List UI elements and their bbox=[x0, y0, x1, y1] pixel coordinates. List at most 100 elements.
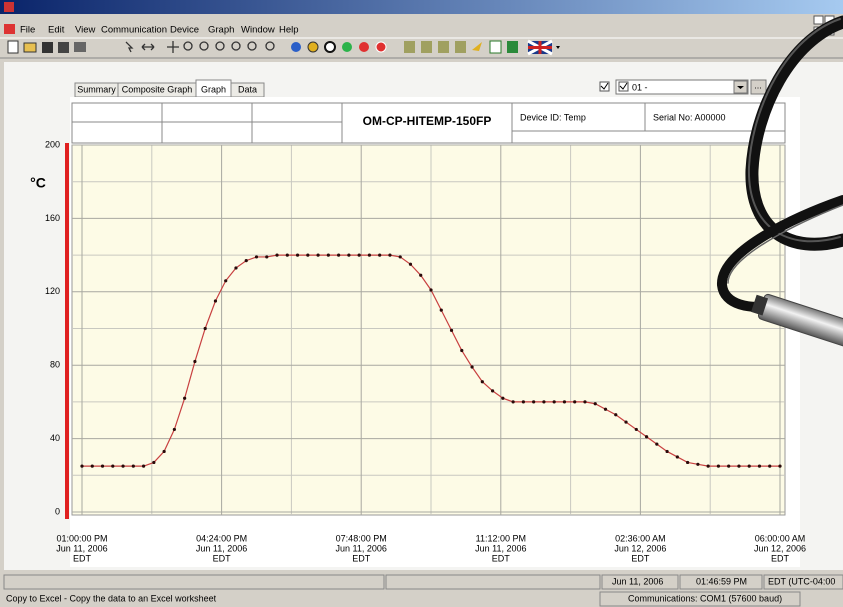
data-point bbox=[748, 465, 751, 468]
browse-label: ... bbox=[754, 80, 762, 90]
x-tick-label: EDT bbox=[73, 553, 92, 563]
x-tick-label: 04:24:00 PM bbox=[196, 533, 247, 543]
min-button[interactable] bbox=[814, 16, 823, 24]
tool-table[interactable] bbox=[404, 41, 415, 53]
tool-open[interactable] bbox=[24, 43, 36, 52]
data-point bbox=[686, 461, 689, 464]
tool-help[interactable] bbox=[291, 42, 301, 52]
data-point bbox=[358, 254, 361, 257]
status-zone: EDT (UTC-04:00 bbox=[768, 576, 835, 586]
data-point bbox=[347, 254, 350, 257]
tool-copy[interactable] bbox=[58, 42, 69, 53]
y-tick-label: 120 bbox=[45, 286, 60, 296]
data-point bbox=[491, 389, 494, 392]
menu-item[interactable]: Graph bbox=[208, 25, 234, 36]
y-axis bbox=[65, 143, 69, 519]
data-point bbox=[327, 254, 330, 257]
doc-icon bbox=[4, 24, 15, 34]
tool-stop[interactable] bbox=[359, 42, 369, 52]
tool-table[interactable] bbox=[438, 41, 449, 53]
tool-print[interactable] bbox=[74, 42, 86, 52]
tool-table[interactable] bbox=[455, 41, 466, 53]
tab-label[interactable]: Summary bbox=[77, 84, 116, 94]
tool-table[interactable] bbox=[421, 41, 432, 53]
menu-item[interactable]: Edit bbox=[48, 25, 65, 36]
app-window: File Edit View CommunicationDevice Graph Wind… bbox=[0, 0, 843, 607]
data-point bbox=[635, 428, 638, 431]
data-point bbox=[460, 349, 463, 352]
x-tick-label: 11:12:00 PM bbox=[476, 533, 526, 543]
data-point bbox=[111, 465, 114, 468]
data-point bbox=[501, 397, 504, 400]
tool-status[interactable] bbox=[325, 42, 335, 52]
tool-cancel[interactable] bbox=[376, 42, 386, 52]
x-tick-label: 07:48:00 PM bbox=[336, 533, 387, 543]
data-point bbox=[727, 465, 730, 468]
tab-strip: Summary Composite Graph Graph Data bbox=[75, 80, 264, 97]
data-point bbox=[768, 465, 771, 468]
data-point bbox=[224, 279, 227, 282]
menu-item[interactable]: Communication bbox=[101, 25, 167, 36]
menu-item[interactable]: View bbox=[75, 25, 96, 36]
data-point bbox=[91, 465, 94, 468]
data-point bbox=[399, 255, 402, 258]
data-point bbox=[121, 465, 124, 468]
x-tick-label: Jun 11, 2006 bbox=[475, 543, 526, 553]
tool-excel[interactable] bbox=[507, 41, 518, 53]
tab-label[interactable]: Data bbox=[238, 84, 257, 94]
y-tick-label: 40 bbox=[50, 433, 60, 443]
y-tick-label: 0 bbox=[55, 506, 60, 516]
tool-download[interactable] bbox=[308, 42, 318, 52]
menu-item[interactable]: Window bbox=[241, 25, 275, 36]
data-point bbox=[450, 329, 453, 332]
data-point bbox=[306, 254, 309, 257]
data-point bbox=[234, 266, 237, 269]
menu-item[interactable]: Device bbox=[170, 25, 199, 36]
data-point bbox=[183, 397, 186, 400]
x-tick-label: Jun 11, 2006 bbox=[336, 543, 387, 553]
data-point bbox=[624, 420, 627, 423]
x-tick-label: 06:00:00 AM bbox=[755, 533, 806, 543]
menu-bar: File Edit View CommunicationDevice Graph Wind… bbox=[20, 25, 299, 36]
tool-start[interactable] bbox=[342, 42, 352, 52]
data-point bbox=[173, 428, 176, 431]
data-point bbox=[245, 259, 248, 262]
data-point bbox=[645, 435, 648, 438]
tab-label[interactable]: Composite Graph bbox=[122, 84, 193, 94]
page: File Edit View CommunicationDevice Graph Wind… bbox=[0, 0, 843, 607]
data-point bbox=[563, 400, 566, 403]
data-point bbox=[316, 254, 319, 257]
tool-new[interactable] bbox=[8, 41, 18, 53]
x-tick-label: 02:36:00 AM bbox=[615, 533, 666, 543]
data-point bbox=[378, 254, 381, 257]
data-point bbox=[275, 254, 278, 257]
data-point bbox=[532, 400, 535, 403]
menu-item[interactable]: File bbox=[20, 25, 35, 36]
x-tick-label: EDT bbox=[492, 553, 511, 563]
tool-save[interactable] bbox=[42, 42, 53, 53]
app-icon bbox=[4, 2, 14, 12]
data-point bbox=[655, 443, 658, 446]
x-tick-label: Jun 12, 2006 bbox=[614, 543, 666, 553]
data-point bbox=[717, 465, 720, 468]
data-point bbox=[778, 465, 781, 468]
y-tick-label: 80 bbox=[50, 360, 60, 370]
x-tick-label: Jun 11, 2006 bbox=[196, 543, 247, 553]
y-axis-label: °C bbox=[30, 175, 46, 191]
data-point bbox=[553, 400, 556, 403]
tab-label[interactable]: Graph bbox=[201, 84, 226, 94]
menu-item[interactable]: Help bbox=[279, 25, 299, 36]
status-date: Jun 11, 2006 bbox=[612, 576, 663, 586]
data-point bbox=[409, 263, 412, 266]
data-point bbox=[193, 360, 196, 363]
data-point bbox=[614, 413, 617, 416]
data-point bbox=[696, 463, 699, 466]
data-point bbox=[604, 408, 607, 411]
data-point bbox=[101, 465, 104, 468]
data-point bbox=[594, 402, 597, 405]
device-id: Device ID: Temp bbox=[520, 112, 586, 122]
y-tick-label: 160 bbox=[45, 213, 60, 223]
data-point bbox=[542, 400, 545, 403]
data-point bbox=[163, 450, 166, 453]
tool-window[interactable] bbox=[490, 41, 501, 53]
